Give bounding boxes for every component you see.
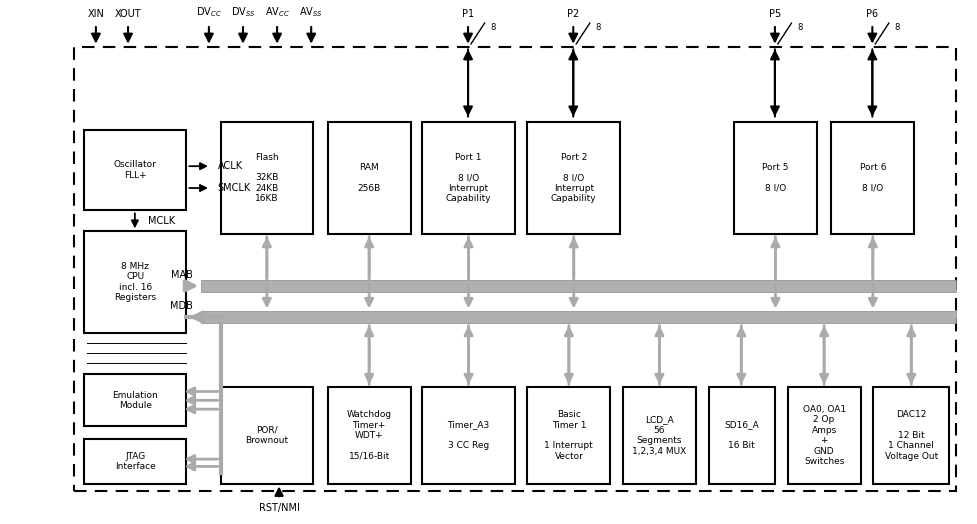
Text: DAC12

12 Bit
1 Channel
Voltage Out: DAC12 12 Bit 1 Channel Voltage Out	[885, 410, 938, 461]
Bar	[84, 374, 187, 427]
Text: XIN: XIN	[88, 9, 105, 19]
Text: AV$_{CC}$: AV$_{CC}$	[265, 5, 289, 19]
Bar	[327, 122, 410, 234]
Text: 8 MHz
CPU
incl. 16
Registers: 8 MHz CPU incl. 16 Registers	[114, 262, 156, 302]
Text: Oscillator
FLL+: Oscillator FLL+	[114, 160, 156, 180]
Text: MAB: MAB	[171, 270, 193, 280]
Bar	[201, 311, 956, 323]
Bar	[84, 439, 187, 484]
Bar	[74, 47, 956, 492]
Text: Port 5

8 I/O: Port 5 8 I/O	[762, 163, 788, 193]
Text: POR/
Brownout: POR/ Brownout	[245, 426, 288, 445]
Text: ACLK: ACLK	[218, 161, 243, 171]
Text: DV$_{CC}$: DV$_{CC}$	[196, 5, 222, 19]
Text: P6: P6	[867, 9, 878, 19]
Text: Port 6

8 I/O: Port 6 8 I/O	[860, 163, 886, 193]
Text: 8: 8	[490, 23, 495, 32]
Text: 8: 8	[797, 23, 803, 32]
Bar	[873, 387, 950, 484]
Text: LCD_A
56
Segments
1,2,3,4 MUX: LCD_A 56 Segments 1,2,3,4 MUX	[632, 416, 687, 455]
Text: Emulation
Module: Emulation Module	[112, 390, 158, 410]
Bar	[422, 387, 515, 484]
Text: DV$_{SS}$: DV$_{SS}$	[231, 5, 255, 19]
Text: OA0, OA1
2 Op
Amps
+
GND
Switches: OA0, OA1 2 Op Amps + GND Switches	[802, 405, 846, 466]
Bar	[831, 122, 914, 234]
Bar	[221, 387, 314, 484]
Text: Port 1

8 I/O
Interrupt
Capability: Port 1 8 I/O Interrupt Capability	[446, 152, 491, 203]
Bar	[221, 122, 314, 234]
Text: MCLK: MCLK	[148, 216, 175, 226]
Text: P2: P2	[567, 9, 579, 19]
Text: 8: 8	[895, 23, 900, 32]
Text: SD16_A

16 Bit: SD16_A 16 Bit	[724, 421, 759, 450]
Text: Port 2

8 I/O
Interrupt
Capability: Port 2 8 I/O Interrupt Capability	[551, 152, 597, 203]
Text: SMCLK: SMCLK	[218, 183, 251, 193]
Text: Basic
Timer 1

1 Interrupt
Vector: Basic Timer 1 1 Interrupt Vector	[544, 410, 593, 461]
Text: Timer_A3

3 CC Reg: Timer_A3 3 CC Reg	[447, 421, 489, 450]
Text: RAM

256B: RAM 256B	[358, 163, 381, 193]
Text: 8: 8	[596, 23, 601, 32]
Bar	[734, 122, 817, 234]
Text: P1: P1	[462, 9, 474, 19]
Text: JTAG
Interface: JTAG Interface	[115, 452, 155, 471]
Bar	[84, 231, 187, 333]
Text: Flash

32KB
24KB
16KB: Flash 32KB 24KB 16KB	[255, 152, 278, 203]
Bar	[708, 387, 775, 484]
Bar	[528, 387, 611, 484]
Bar	[84, 130, 187, 211]
Text: MDB: MDB	[170, 301, 193, 311]
Bar	[787, 387, 861, 484]
Text: XOUT: XOUT	[114, 9, 142, 19]
Bar	[422, 122, 515, 234]
Text: P5: P5	[769, 9, 781, 19]
Bar	[327, 387, 410, 484]
Text: AV$_{SS}$: AV$_{SS}$	[299, 5, 323, 19]
Text: RST/NMI: RST/NMI	[259, 503, 300, 513]
Text: Watchdog
Timer+
WDT+

15/16-Bit: Watchdog Timer+ WDT+ 15/16-Bit	[347, 410, 392, 461]
Bar	[528, 122, 620, 234]
Bar	[201, 280, 956, 291]
Bar	[623, 387, 696, 484]
